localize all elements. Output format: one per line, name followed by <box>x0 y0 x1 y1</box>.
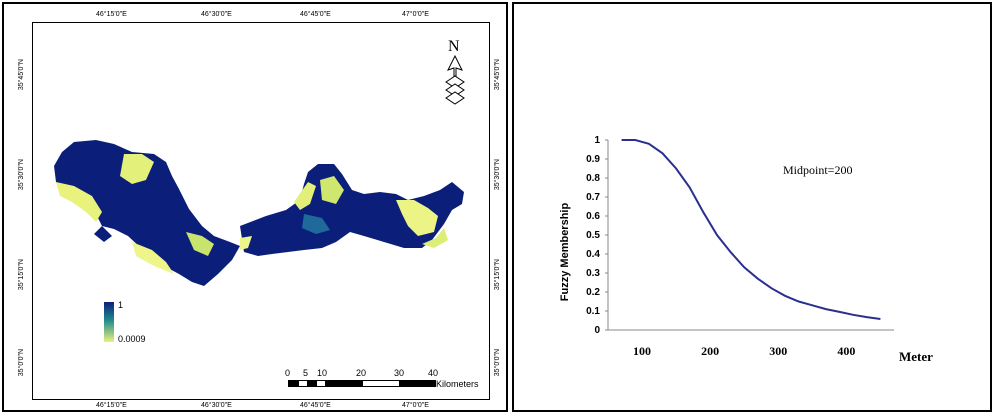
scale-tick-30: 30 <box>394 368 405 378</box>
map-bottom-label-1: 46°15'0"E <box>96 402 127 409</box>
x-tick-label: 400 <box>837 344 855 358</box>
y-tick-label: 0.8 <box>586 173 600 184</box>
y-tick-label: 0.9 <box>586 154 600 165</box>
map-panel: 46°15'0"E 46°30'0"E 46°45'0"E 47°0'0"E 4… <box>2 2 508 412</box>
map-bottom-label-2: 46°30'0"E <box>201 402 232 409</box>
map-frame <box>32 22 490 400</box>
scale-tick-0: 0 <box>285 368 291 378</box>
y-tick-label: 0.7 <box>586 192 600 203</box>
scale-tick-40: 40 <box>428 368 439 378</box>
fuzzy-membership-chart: Midpoint=200 Fuzzy Membership Meter 0 0.1… <box>559 135 933 364</box>
map-bottom-label-4: 47°0'0"E <box>402 402 429 409</box>
scale-tick-5: 5 <box>303 368 309 378</box>
chart-annotation: Midpoint=200 <box>783 163 852 177</box>
scale-tick-20: 20 <box>356 368 367 378</box>
y-tick-label: 0.1 <box>586 306 600 317</box>
series-line <box>621 139 881 320</box>
legend-color-ramp <box>104 302 114 342</box>
scale-tick-10: 10 <box>317 368 328 378</box>
x-tick-label: 200 <box>701 344 719 358</box>
y-tick-label: 0.6 <box>586 211 600 222</box>
chart-panel: Midpoint=200 Fuzzy Membership Meter 0 0.1… <box>512 2 992 412</box>
map-top-label-3: 46°45'0"E <box>300 11 331 18</box>
x-tick-label: 300 <box>769 344 787 358</box>
y-tick-label: 0.3 <box>586 268 600 279</box>
legend-high-label: 1 <box>118 300 124 310</box>
map-canvas <box>54 140 464 286</box>
map-top-label-4: 47°0'0"E <box>402 11 429 18</box>
scale-bar <box>288 380 436 387</box>
x-tick-label: 100 <box>633 344 651 358</box>
north-label: N <box>448 38 460 55</box>
north-arrow-icon <box>445 54 465 105</box>
y-tick-label: 0 <box>594 325 600 336</box>
scale-unit-label: Kilometers <box>436 379 479 389</box>
legend-low-label: 0.0009 <box>118 334 146 344</box>
map-bottom-label-3: 46°45'0"E <box>300 402 331 409</box>
y-tick-label: 1 <box>594 135 600 146</box>
y-axis-label: Fuzzy Membership <box>559 203 571 302</box>
y-tick-label: 0.5 <box>586 230 600 241</box>
y-tick-label: 0.2 <box>586 287 600 298</box>
y-tick-label: 0.4 <box>586 249 600 260</box>
map-top-label-2: 46°30'0"E <box>201 11 232 18</box>
study-area-region <box>54 140 464 286</box>
x-axis-label: Meter <box>899 349 933 364</box>
map-top-label-1: 46°15'0"E <box>96 11 127 18</box>
